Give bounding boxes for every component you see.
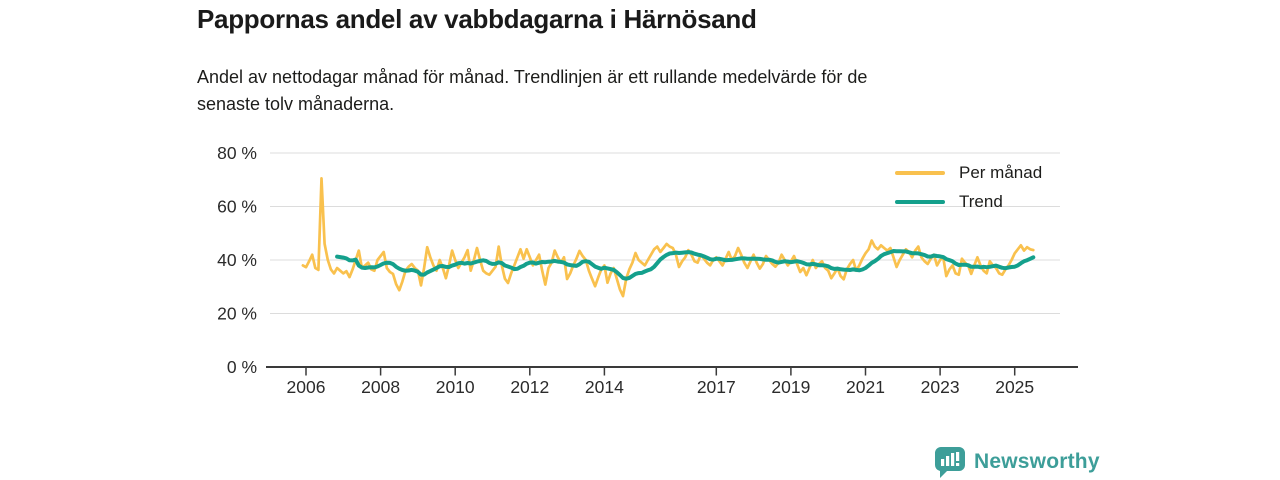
chart-title: Pappornas andel av vabbdagarna i Härnösa… <box>197 4 757 34</box>
newsworthy-logo: Newsworthy <box>933 445 1100 479</box>
legend-item-per-manad: Per månad <box>895 163 1042 183</box>
trend-line <box>335 249 1036 281</box>
y-tick-label-20: 20 % <box>217 304 257 324</box>
per-manad-line-swatch <box>895 170 945 176</box>
newsworthy-bubble-chart-icon <box>934 447 965 478</box>
per-manad-line <box>301 177 1035 298</box>
x-tick-label-2019: 2019 <box>771 377 810 397</box>
trend-line-swatch <box>895 199 945 205</box>
newsworthy-wordmark: Newsworthy <box>974 450 1100 473</box>
x-tick-label-2023: 2023 <box>921 377 960 397</box>
x-tick-label-2012: 2012 <box>510 377 549 397</box>
y-tick-label-40: 40 % <box>217 250 257 270</box>
x-tick-label-2008: 2008 <box>361 377 400 397</box>
legend-label-per-manad: Per månad <box>959 163 1043 182</box>
legend-item-trend: Trend <box>895 192 1042 212</box>
x-tick-label-2014: 2014 <box>585 377 624 397</box>
y-tick-label-80: 80 % <box>217 143 257 163</box>
subtitle-line-1: Andel av nettodagar månad för månad. Tre… <box>197 67 868 87</box>
y-tick-label-60: 60 % <box>217 197 257 217</box>
y-tick-label-0: 0 % <box>227 357 257 377</box>
x-tick-label-2017: 2017 <box>697 377 736 397</box>
x-tick-label-2021: 2021 <box>846 377 885 397</box>
legend-label-trend: Trend <box>959 192 1003 211</box>
chart-subtitle: Andel av nettodagar månad för månad. Tre… <box>197 64 867 118</box>
x-tick-label-2006: 2006 <box>287 377 326 397</box>
chart-legend: Per månad Trend <box>895 163 1042 212</box>
x-tick-label-2025: 2025 <box>995 377 1034 397</box>
subtitle-line-2: senaste tolv månaderna. <box>197 94 395 114</box>
x-tick-label-2010: 2010 <box>436 377 475 397</box>
